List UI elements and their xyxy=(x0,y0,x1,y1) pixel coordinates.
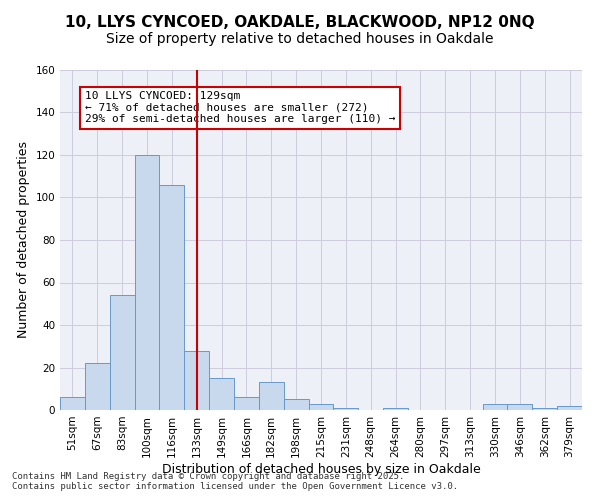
Bar xyxy=(259,382,284,410)
Bar xyxy=(209,378,234,410)
Text: 10, LLYS CYNCOED, OAKDALE, BLACKWOOD, NP12 0NQ: 10, LLYS CYNCOED, OAKDALE, BLACKWOOD, NP… xyxy=(65,15,535,30)
Bar xyxy=(383,408,408,410)
X-axis label: Distribution of detached houses by size in Oakdale: Distribution of detached houses by size … xyxy=(161,462,481,475)
Text: Size of property relative to detached houses in Oakdale: Size of property relative to detached ho… xyxy=(106,32,494,46)
Bar xyxy=(234,397,259,410)
Bar xyxy=(85,363,110,410)
Bar xyxy=(308,404,334,410)
Bar xyxy=(284,400,308,410)
Bar xyxy=(508,404,532,410)
Bar xyxy=(184,350,209,410)
Bar xyxy=(160,184,184,410)
Y-axis label: Number of detached properties: Number of detached properties xyxy=(17,142,30,338)
Text: Contains HM Land Registry data © Crown copyright and database right 2025.
Contai: Contains HM Land Registry data © Crown c… xyxy=(12,472,458,492)
Bar xyxy=(110,295,134,410)
Text: 10 LLYS CYNCOED: 129sqm
← 71% of detached houses are smaller (272)
29% of semi-d: 10 LLYS CYNCOED: 129sqm ← 71% of detache… xyxy=(85,91,395,124)
Bar xyxy=(532,408,557,410)
Bar xyxy=(60,397,85,410)
Bar xyxy=(482,404,508,410)
Bar xyxy=(557,406,582,410)
Bar xyxy=(334,408,358,410)
Bar xyxy=(134,155,160,410)
